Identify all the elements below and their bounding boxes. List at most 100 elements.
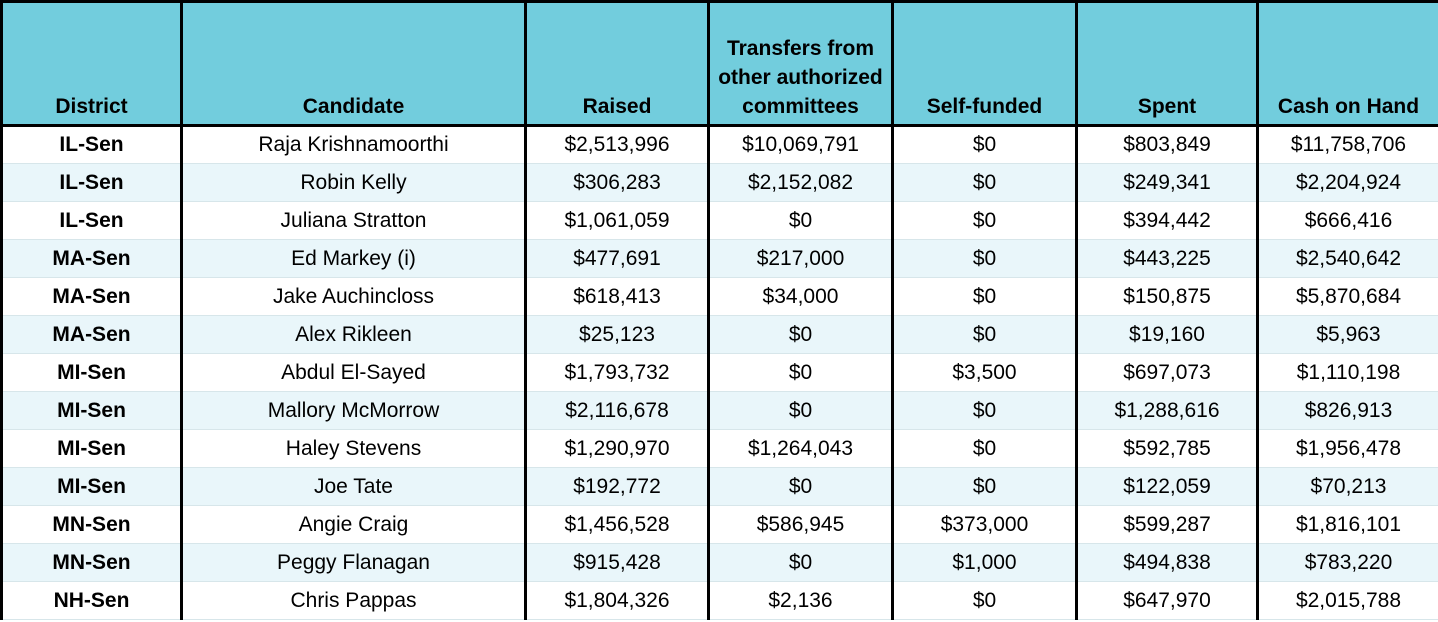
table-row: MN-Sen Angie Craig $1,456,528 $586,945 $373,… xyxy=(0,505,1438,544)
cash-on-hand-cell: $1,110,198 xyxy=(1256,353,1438,392)
transfers-cell: $0 xyxy=(707,201,894,240)
candidate-cell: Mallory McMorrow xyxy=(180,391,527,430)
spent-cell: $249,341 xyxy=(1075,163,1259,202)
transfers-cell: $0 xyxy=(707,391,894,430)
table-row: MI-Sen Mallory McMorrow $2,116,678 $0 $0 $1,2… xyxy=(0,391,1438,430)
header-spent: Spent xyxy=(1075,0,1259,127)
raised-cell: $618,413 xyxy=(524,277,710,316)
spent-cell: $647,970 xyxy=(1075,581,1259,620)
header-transfers: Transfers from other authorized committe… xyxy=(707,0,894,127)
transfers-cell: $0 xyxy=(707,467,894,506)
raised-cell: $2,513,996 xyxy=(524,125,710,164)
transfers-cell: $1,264,043 xyxy=(707,429,894,468)
raised-cell: $915,428 xyxy=(524,543,710,582)
candidate-cell: Angie Craig xyxy=(180,505,527,544)
raised-cell: $477,691 xyxy=(524,239,710,278)
self-funded-cell: $0 xyxy=(891,277,1078,316)
header-cash-on-hand: Cash on Hand xyxy=(1256,0,1438,127)
table-row: IL-Sen Robin Kelly $306,283 $2,152,082 $0 $24… xyxy=(0,163,1438,202)
self-funded-cell: $0 xyxy=(891,429,1078,468)
self-funded-cell: $0 xyxy=(891,125,1078,164)
cash-on-hand-cell: $2,015,788 xyxy=(1256,581,1438,620)
self-funded-cell: $0 xyxy=(891,163,1078,202)
district-cell: MI-Sen xyxy=(0,429,183,468)
district-cell: MI-Sen xyxy=(0,467,183,506)
header-raised: Raised xyxy=(524,0,710,127)
cash-on-hand-cell: $2,204,924 xyxy=(1256,163,1438,202)
raised-cell: $2,116,678 xyxy=(524,391,710,430)
candidate-cell: Raja Krishnamoorthi xyxy=(180,125,527,164)
header-candidate: Candidate xyxy=(180,0,527,127)
district-cell: MN-Sen xyxy=(0,505,183,544)
table-row: MA-Sen Jake Auchincloss $618,413 $34,000 $0 $… xyxy=(0,277,1438,316)
candidate-cell: Ed Markey (i) xyxy=(180,239,527,278)
spent-cell: $150,875 xyxy=(1075,277,1259,316)
spent-cell: $599,287 xyxy=(1075,505,1259,544)
district-cell: MA-Sen xyxy=(0,277,183,316)
raised-cell: $1,290,970 xyxy=(524,429,710,468)
district-cell: IL-Sen xyxy=(0,201,183,240)
district-cell: MN-Sen xyxy=(0,543,183,582)
table-row: MI-Sen Haley Stevens $1,290,970 $1,264,043 $… xyxy=(0,429,1438,468)
candidate-cell: Alex Rikleen xyxy=(180,315,527,354)
candidate-cell: Robin Kelly xyxy=(180,163,527,202)
transfers-cell: $0 xyxy=(707,353,894,392)
district-cell: MA-Sen xyxy=(0,239,183,278)
self-funded-cell: $3,500 xyxy=(891,353,1078,392)
transfers-cell: $217,000 xyxy=(707,239,894,278)
candidate-cell: Jake Auchincloss xyxy=(180,277,527,316)
candidate-cell: Joe Tate xyxy=(180,467,527,506)
self-funded-cell: $0 xyxy=(891,391,1078,430)
self-funded-cell: $0 xyxy=(891,239,1078,278)
candidate-cell: Juliana Stratton xyxy=(180,201,527,240)
table-header: District Candidate Raised Transfers from… xyxy=(0,0,1438,127)
spent-cell: $803,849 xyxy=(1075,125,1259,164)
table-row: MA-Sen Alex Rikleen $25,123 $0 $0 $19,160 $5,9… xyxy=(0,315,1438,354)
spent-cell: $122,059 xyxy=(1075,467,1259,506)
candidate-cell: Chris Pappas xyxy=(180,581,527,620)
candidate-cell: Abdul El-Sayed xyxy=(180,353,527,392)
self-funded-cell: $0 xyxy=(891,581,1078,620)
self-funded-cell: $0 xyxy=(891,467,1078,506)
district-cell: NH-Sen xyxy=(0,581,183,620)
cash-on-hand-cell: $666,416 xyxy=(1256,201,1438,240)
transfers-cell: $2,136 xyxy=(707,581,894,620)
cash-on-hand-cell: $783,220 xyxy=(1256,543,1438,582)
raised-cell: $306,283 xyxy=(524,163,710,202)
district-cell: IL-Sen xyxy=(0,163,183,202)
cash-on-hand-cell: $5,963 xyxy=(1256,315,1438,354)
transfers-cell: $2,152,082 xyxy=(707,163,894,202)
transfers-cell: $0 xyxy=(707,543,894,582)
raised-cell: $192,772 xyxy=(524,467,710,506)
raised-cell: $25,123 xyxy=(524,315,710,354)
spent-cell: $1,288,616 xyxy=(1075,391,1259,430)
raised-cell: $1,061,059 xyxy=(524,201,710,240)
cash-on-hand-cell: $11,758,706 xyxy=(1256,125,1438,164)
header-self-funded: Self-funded xyxy=(891,0,1078,127)
table-row: NH-Sen Chris Pappas $1,804,326 $2,136 $0 $647… xyxy=(0,581,1438,620)
candidate-cell: Peggy Flanagan xyxy=(180,543,527,582)
table-row: MI-Sen Abdul El-Sayed $1,793,732 $0 $3,500 $6… xyxy=(0,353,1438,392)
spent-cell: $443,225 xyxy=(1075,239,1259,278)
table-row: MA-Sen Ed Markey (i) $477,691 $217,000 $0 $44… xyxy=(0,239,1438,278)
district-cell: MI-Sen xyxy=(0,353,183,392)
self-funded-cell: $1,000 xyxy=(891,543,1078,582)
self-funded-cell: $0 xyxy=(891,315,1078,354)
transfers-cell: $0 xyxy=(707,315,894,354)
header-row: District Candidate Raised Transfers from… xyxy=(0,0,1438,127)
raised-cell: $1,793,732 xyxy=(524,353,710,392)
transfers-cell: $10,069,791 xyxy=(707,125,894,164)
cash-on-hand-cell: $2,540,642 xyxy=(1256,239,1438,278)
district-cell: MI-Sen xyxy=(0,391,183,430)
spent-cell: $592,785 xyxy=(1075,429,1259,468)
district-cell: IL-Sen xyxy=(0,125,183,164)
spent-cell: $494,838 xyxy=(1075,543,1259,582)
cash-on-hand-cell: $1,956,478 xyxy=(1256,429,1438,468)
table-row: MI-Sen Joe Tate $192,772 $0 $0 $122,059 $70,21… xyxy=(0,467,1438,506)
raised-cell: $1,804,326 xyxy=(524,581,710,620)
cash-on-hand-cell: $1,816,101 xyxy=(1256,505,1438,544)
table-body: IL-Sen Raja Krishnamoorthi $2,513,996 $10,0… xyxy=(0,125,1438,620)
spent-cell: $697,073 xyxy=(1075,353,1259,392)
table-row: IL-Sen Raja Krishnamoorthi $2,513,996 $10,0… xyxy=(0,125,1438,164)
